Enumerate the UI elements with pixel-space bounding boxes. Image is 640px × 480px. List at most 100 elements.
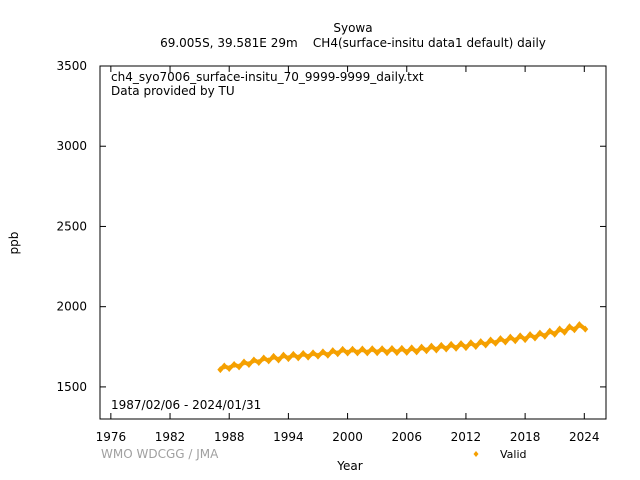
data-point [349,345,356,353]
data-point [502,338,509,346]
data-point [388,345,395,353]
data-point [379,345,386,353]
data-point [527,331,534,339]
data-point [551,330,558,338]
data-point [226,364,233,372]
data-point [462,344,469,352]
series-valid [217,321,589,374]
data-point [221,362,228,370]
data-point [507,333,514,341]
data-point [250,356,257,364]
data-point [255,359,262,367]
file-label: ch4_syo7006_surface-insitu_70_9999-9999_… [111,70,424,84]
data-point [231,360,238,368]
data-point [369,345,376,353]
chart-title: Syowa [333,21,372,35]
data-point [546,327,553,335]
y-tick-label: 1500 [56,380,87,394]
data-point [275,356,282,364]
data-point [477,338,484,346]
provider-label: Data provided by TU [111,84,235,98]
data-point [393,349,400,357]
data-point [561,328,568,336]
chart-subtitle: 69.005S, 39.581E 29m CH4(surface-insitu … [160,36,546,50]
data-point [260,354,267,362]
y-tick-label: 2500 [56,219,87,233]
x-tick-label: 1976 [96,430,127,444]
data-point [467,339,474,347]
data-point [458,340,465,348]
y-tick-label: 3000 [56,139,87,153]
data-point [403,348,410,356]
data-point [443,345,450,353]
data-point [517,332,524,340]
data-point [339,345,346,353]
data-point [334,350,341,358]
data-point [413,348,420,356]
data-point [241,358,248,366]
x-tick-label: 2018 [510,430,541,444]
x-axis: 1976 1982 1988 1994 2000 2006 2012 2018 2024 [96,66,600,444]
data-point [324,351,331,359]
y-tick-label: 2000 [56,300,87,314]
data-point [418,343,425,351]
data-point [280,351,287,359]
data-point [448,340,455,348]
data-point [571,326,578,334]
data-point [492,339,499,347]
data-point [290,350,297,358]
data-point [329,347,336,355]
legend-label-valid: Valid [500,448,527,461]
data-point [245,360,252,368]
data-point [472,342,479,350]
data-point [285,355,292,363]
data-point [531,334,538,342]
data-point [576,321,583,329]
data-point [305,353,312,361]
data-point [487,336,494,344]
data-point [497,335,504,343]
data-point [482,341,489,349]
data-point [398,344,405,352]
legend: Valid [473,448,527,461]
data-point [453,344,460,352]
legend-marker-diamond [473,451,479,457]
data-point [295,354,302,362]
data-point [265,357,272,365]
data-point [582,325,589,333]
data-point [384,349,391,357]
data-point [438,341,445,349]
x-axis-title: Year [336,459,362,473]
data-point [408,344,415,352]
data-point [364,349,371,357]
data-point [566,323,573,331]
x-tick-label: 2006 [391,430,422,444]
credit-text: WMO WDCGG / JMA [101,447,219,461]
data-point [310,349,317,357]
data-point [217,366,224,374]
y-axis-title: ppb [7,232,21,255]
data-point [270,352,277,360]
date-range-label: 1987/02/06 - 2024/01/31 [111,398,261,412]
data-point [433,346,440,354]
data-point [541,332,548,340]
data-point [423,347,430,355]
data-point [359,345,366,353]
x-tick-label: 1994 [273,430,304,444]
x-tick-label: 2024 [569,430,600,444]
data-point [522,336,529,344]
data-point [300,350,307,358]
y-tick-label: 3500 [56,59,87,73]
data-point [354,349,361,357]
y-axis: 1500 2000 2500 3000 3500 [56,59,606,394]
data-point [319,348,326,356]
data-point [512,337,519,345]
data-point [236,363,243,371]
data-point [344,349,351,357]
x-tick-label: 1988 [214,430,245,444]
x-tick-label: 2000 [332,430,363,444]
data-point [314,352,321,360]
data-point [428,342,435,350]
data-point [556,325,563,333]
